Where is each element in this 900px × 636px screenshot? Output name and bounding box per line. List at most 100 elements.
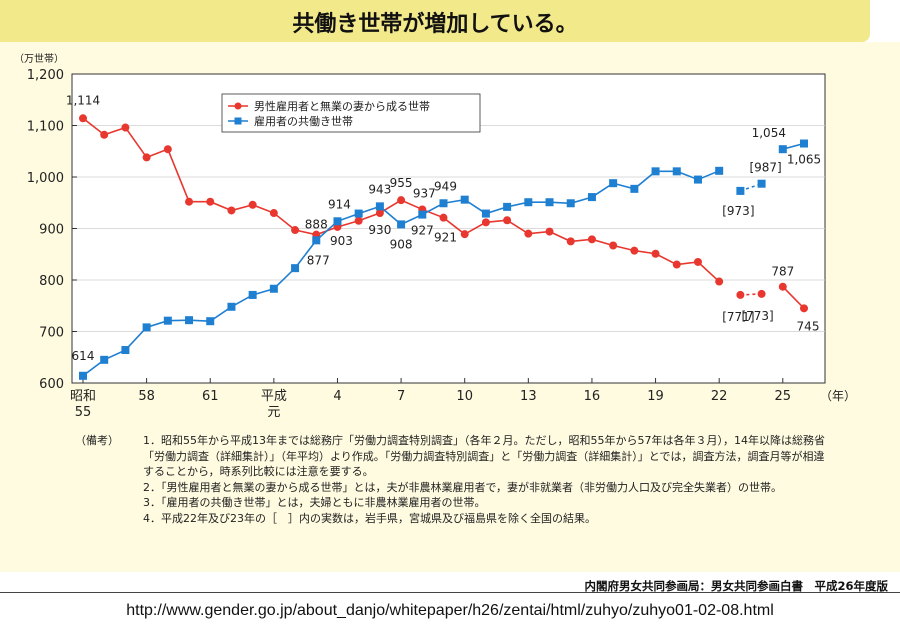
data-point-1: [630, 246, 639, 255]
data-point-1: [185, 197, 194, 206]
data-point-1: [609, 241, 618, 250]
data-label: [771]: [722, 310, 754, 324]
data-point-2: [736, 186, 745, 195]
source-credit: 内閣府男女共同参画局：男女共同参画白書 平成26年度版: [584, 579, 888, 593]
data-point-2: [100, 355, 109, 364]
data-point-1: [672, 260, 681, 269]
data-label: 943: [368, 182, 391, 196]
data-label: 1,065: [787, 153, 821, 167]
data-point-2: [397, 220, 406, 229]
data-point-1: [227, 206, 236, 215]
page-title: 共働き世帯が増加している。: [292, 12, 578, 37]
legend-box: [221, 93, 481, 133]
data-point-2: [545, 198, 554, 207]
x-tick-label: 55: [75, 405, 92, 420]
data-point-1: [757, 289, 766, 298]
data-point-2: [248, 290, 257, 299]
data-point-2: [778, 145, 787, 154]
data-point-1: [736, 290, 745, 299]
x-tick-label: 昭和: [70, 389, 96, 404]
data-point-2: [566, 199, 575, 208]
data-point-2: [481, 209, 490, 218]
data-point-1: [439, 213, 448, 222]
data-label: [773]: [741, 309, 773, 323]
data-point-2: [375, 202, 384, 211]
data-point-2: [79, 371, 87, 380]
data-point-1: [566, 237, 575, 246]
data-point-1: [503, 216, 512, 225]
x-tick-label: 61: [202, 389, 219, 404]
data-point-1: [79, 114, 87, 123]
divider: [0, 592, 900, 593]
x-tick-label: 4: [333, 389, 341, 404]
notes-list: 1．昭和55年から平成13年までは総務庁「労働力調査特別調査」（各年２月。ただし…: [143, 433, 833, 526]
data-point-1: [354, 216, 363, 225]
legend-label: 雇用者の共働き世帯: [254, 114, 353, 128]
data-point-1: [587, 235, 596, 244]
data-label: 937: [413, 186, 436, 200]
data-label: 888: [305, 217, 328, 231]
x-tick-label: 58: [138, 389, 155, 404]
x-tick-label: 元: [267, 405, 280, 420]
y-tick-label: 700: [39, 326, 64, 341]
data-point-2: [439, 199, 448, 208]
x-tick-label: 16: [584, 389, 601, 404]
y-axis-label: （万世帯）: [14, 52, 64, 65]
legend-marker: [234, 117, 242, 125]
legend-marker: [234, 102, 242, 110]
note-item-3: 3．「雇用者の共働き世帯」とは，夫婦ともに非農林業雇用者の世帯。: [143, 496, 486, 509]
y-tick-label: 1,000: [27, 171, 64, 186]
data-point-1: [778, 282, 787, 291]
data-point-2: [185, 316, 194, 325]
data-label: 787: [771, 265, 794, 279]
data-label: 921: [434, 231, 457, 245]
data-point-2: [142, 323, 151, 332]
data-label: 927: [411, 224, 434, 238]
x-tick-label: 25: [775, 389, 792, 404]
data-point-2: [672, 167, 681, 176]
data-point-2: [354, 209, 363, 218]
y-tick-label: 1,200: [27, 68, 64, 83]
data-point-2: [312, 236, 321, 245]
data-point-1: [269, 209, 278, 218]
data-label: 914: [328, 197, 351, 211]
data-label: 903: [330, 234, 353, 248]
data-point-2: [269, 284, 278, 293]
data-label: 955: [390, 176, 413, 190]
data-point-2: [333, 217, 342, 226]
data-point-1: [651, 249, 660, 258]
y-tick-label: 600: [39, 377, 64, 392]
data-label: 1,054: [752, 126, 786, 140]
data-point-1: [291, 226, 300, 235]
y-tick-label: 900: [39, 223, 64, 238]
data-label: 930: [368, 223, 391, 237]
data-point-2: [524, 198, 533, 207]
data-point-1: [100, 130, 109, 139]
series-line-1: [782, 286, 805, 309]
y-tick-label: 800: [39, 274, 64, 289]
data-point-2: [163, 316, 172, 325]
data-point-2: [757, 179, 766, 188]
x-tick-label: 10: [456, 389, 473, 404]
legend-label: 男性雇用者と無業の妻から成る世帯: [254, 99, 430, 113]
source-url[interactable]: http://www.gender.go.jp/about_danjo/whit…: [126, 602, 774, 619]
notes-heading: （備考）: [75, 434, 119, 447]
data-point-1: [481, 218, 490, 227]
data-point-1: [248, 200, 257, 209]
x-tick-label: 22: [711, 389, 728, 404]
data-point-2: [587, 193, 596, 202]
data-point-1: [142, 153, 151, 162]
data-point-1: [800, 304, 808, 313]
data-point-2: [291, 264, 300, 273]
data-point-2: [206, 317, 215, 326]
data-point-1: [693, 257, 702, 266]
data-point-1: [163, 145, 172, 154]
x-tick-label: 19: [647, 389, 664, 404]
x-axis-label: （年）: [820, 389, 856, 403]
data-point-2: [227, 302, 236, 311]
note-item-2: 2．「男性雇用者と無業の妻から成る世帯」とは，夫が非農林業雇用者で，妻が非就業者…: [143, 480, 783, 494]
x-tick-label: 13: [520, 389, 537, 404]
data-label: 908: [390, 237, 413, 251]
